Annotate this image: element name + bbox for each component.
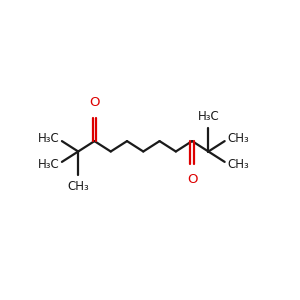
Text: CH₃: CH₃ (67, 180, 89, 194)
Text: CH₃: CH₃ (227, 158, 249, 171)
Text: H₃C: H₃C (38, 158, 60, 171)
Text: O: O (187, 173, 197, 186)
Text: CH₃: CH₃ (227, 132, 249, 145)
Text: H₃C: H₃C (38, 132, 60, 145)
Text: H₃C: H₃C (197, 110, 219, 123)
Text: O: O (89, 96, 100, 109)
